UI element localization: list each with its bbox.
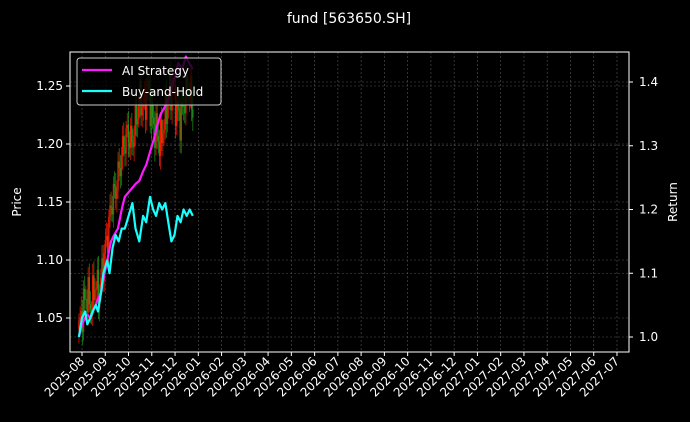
y-tick-label-left: 1.10 xyxy=(36,253,63,267)
legend-label-ai-strategy: AI Strategy xyxy=(122,64,189,78)
y-tick-label-right: 1.4 xyxy=(639,75,658,89)
y-tick-label-right: 1.1 xyxy=(639,266,658,280)
y-axis-right-label: Return xyxy=(666,182,680,222)
legend: AI Strategy Buy-and-Hold xyxy=(76,57,222,106)
legend-label-buy-and-hold: Buy-and-Hold xyxy=(122,85,203,99)
y-tick-label-right: 1.3 xyxy=(639,139,658,153)
y-tick-label-right: 1.0 xyxy=(639,330,658,344)
y-tick-label-left: 1.20 xyxy=(36,137,63,151)
chart-title: fund [563650.SH] xyxy=(287,11,411,27)
y-axis-left-label: Price xyxy=(10,187,24,216)
y-tick-label-left: 1.25 xyxy=(36,79,63,93)
buy-and-hold-line xyxy=(77,195,194,338)
x-axis: 2025-082025-092025-102025-112025-122026-… xyxy=(42,352,622,400)
y-axis-left: 1.05 1.10 1.15 1.20 1.25 xyxy=(36,79,70,325)
y-tick-label-left: 1.05 xyxy=(36,311,63,325)
y-tick-label-right: 1.2 xyxy=(639,203,658,217)
y-tick-label-left: 1.15 xyxy=(36,195,63,209)
y-axis-right: 1.0 1.1 1.2 1.3 1.4 xyxy=(629,75,658,344)
